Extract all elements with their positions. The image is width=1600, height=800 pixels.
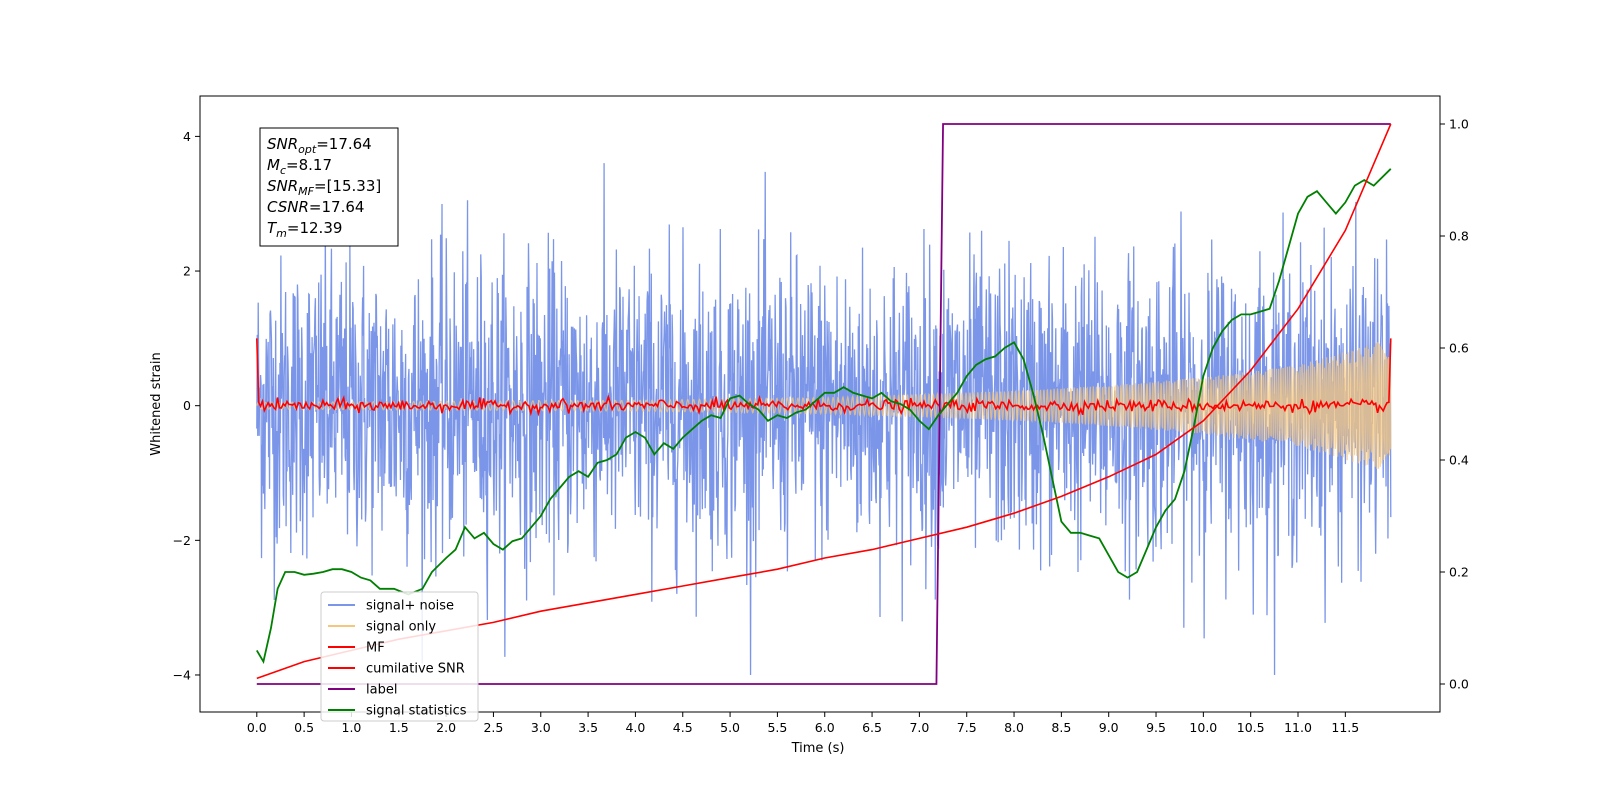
x-tick-label: 9.0 [1099, 720, 1119, 735]
x-tick-label: 5.5 [767, 720, 787, 735]
series-signal-noise-line [256, 163, 1392, 675]
series-label-line [256, 123, 1391, 685]
y2-tick-label: 0.0 [1449, 677, 1469, 692]
stats-symbol: SNR [267, 135, 298, 153]
x-tick-label: 3.0 [531, 720, 551, 735]
y-tick-label: −2 [173, 533, 191, 548]
x-tick-label: 11.5 [1331, 720, 1359, 735]
stats-symbol: CSNR [267, 198, 309, 216]
y2-tick-label: 0.4 [1449, 453, 1469, 468]
stats-line: SNRopt=17.64 [267, 135, 372, 156]
stats-box-frame [259, 127, 399, 247]
stats-subscript: opt [298, 143, 317, 156]
x-tick-label: 10.0 [1189, 720, 1217, 735]
stats-value: =8.17 [286, 156, 332, 174]
stats-subscript: m [276, 227, 287, 240]
x-axis: 0.0 0.5 1.0 1.5 2.0 2.5 3.0 3.5 4.0 4.5 5.0 5.5 6.0 6… [247, 712, 1359, 735]
x-tick-label: 10.5 [1237, 720, 1265, 735]
stats-line: Mc=8.17 [267, 156, 332, 177]
stats-line: CSNR=17.64 [267, 198, 364, 216]
y2-tick-label: 0.2 [1449, 565, 1469, 580]
stats-annotation-box: SNRopt=17.64Mc=8.17SNRMF=[15.33]CSNR=17.… [259, 127, 399, 247]
x-tick-label: 0.0 [247, 720, 267, 735]
legend-frame [320, 591, 479, 722]
stats-value: =17.64 [309, 198, 365, 216]
stats-value: =12.39 [287, 219, 343, 237]
y-axis-right: 0.0 0.2 0.4 0.6 0.8 1.0 [1440, 117, 1469, 692]
y-tick-label: 2 [183, 264, 191, 279]
legend-label: signal+ noise [366, 599, 454, 614]
y2-tick-label: 0.6 [1449, 341, 1469, 356]
legend: signal+ noise signal only MF cumilative SNR… [320, 591, 479, 722]
x-tick-label: 11.0 [1284, 720, 1312, 735]
x-tick-label: 8.0 [1004, 720, 1024, 735]
stats-symbol: T [267, 219, 278, 237]
y-axis-left: −4 −2 0 2 4 [173, 129, 200, 682]
x-tick-label: 2.5 [483, 720, 503, 735]
stats-line: SNRMF=[15.33] [267, 177, 381, 198]
stats-symbol: M [267, 156, 280, 174]
legend-label: cumilative SNR [366, 662, 465, 677]
stats-subscript: c [280, 164, 286, 177]
stats-value: =[15.33] [314, 177, 381, 195]
x-tick-label: 3.5 [578, 720, 598, 735]
stats-line: Tm=12.39 [267, 219, 342, 240]
legend-label: MF [366, 641, 385, 656]
series-signal-statistics-line [256, 168, 1392, 665]
legend-label: signal only [366, 620, 436, 635]
x-tick-label: 6.5 [862, 720, 882, 735]
x-tick-label: 7.0 [909, 720, 929, 735]
plot-frame [199, 95, 1441, 713]
stats-symbol: SNR [267, 177, 298, 195]
y-axis-label: Whitened strain [149, 352, 164, 455]
legend-label: label [366, 683, 397, 698]
y-tick-label: 4 [183, 129, 191, 144]
x-tick-label: 6.0 [815, 720, 835, 735]
y-tick-label: 0 [183, 398, 191, 413]
x-tick-label: 4.0 [625, 720, 645, 735]
x-tick-label: 4.5 [673, 720, 693, 735]
x-tick-label: 8.5 [1051, 720, 1071, 735]
x-tick-label: 5.0 [720, 720, 740, 735]
legend-label: signal statistics [366, 704, 467, 719]
x-axis-label: Time (s) [791, 741, 845, 756]
series-mf-line [255, 338, 1392, 417]
stats-value: =17.64 [316, 135, 372, 153]
x-tick-label: 1.0 [342, 720, 362, 735]
x-tick-label: 9.5 [1146, 720, 1166, 735]
stats-subscript: MF [298, 185, 314, 198]
x-tick-label: 1.5 [389, 720, 409, 735]
x-tick-label: 7.5 [957, 720, 977, 735]
x-tick-label: 2.0 [436, 720, 456, 735]
x-tick-label: 0.5 [294, 720, 314, 735]
y2-tick-label: 0.8 [1449, 229, 1469, 244]
y-tick-label: −4 [173, 667, 191, 682]
y2-tick-label: 1.0 [1449, 117, 1469, 132]
